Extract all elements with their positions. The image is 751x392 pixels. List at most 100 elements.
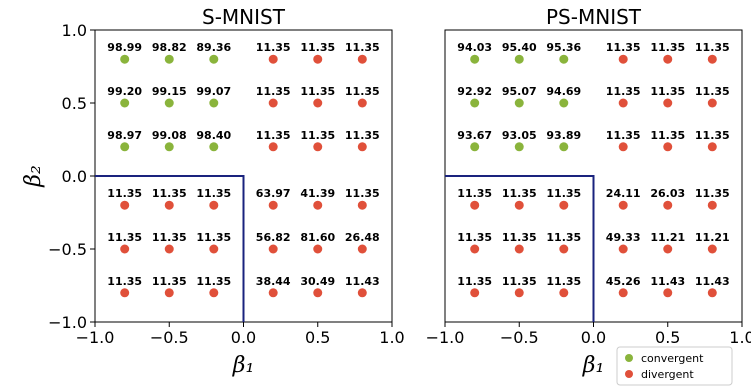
- data-point-divergent: [470, 244, 480, 254]
- legend-marker-divergent: [625, 370, 633, 378]
- x-axis-label: β₁: [582, 353, 605, 378]
- data-value-label: 11.21: [695, 231, 730, 244]
- data-point-divergent: [618, 244, 628, 254]
- data-point-divergent: [559, 244, 569, 254]
- data-point-divergent: [618, 200, 628, 210]
- data-point-divergent: [707, 244, 717, 254]
- data-point-convergent: [470, 54, 480, 64]
- data-value-label: 49.33: [606, 231, 641, 244]
- data-value-label: 26.03: [650, 187, 685, 200]
- data-point-divergent: [164, 288, 174, 298]
- data-point-divergent: [707, 54, 717, 64]
- data-point-divergent: [470, 288, 480, 298]
- data-point-divergent: [268, 142, 278, 152]
- y-axis-label: β₂: [21, 165, 46, 188]
- data-value-label: 98.82: [152, 41, 187, 54]
- x-tick-label: −0.5: [500, 328, 539, 347]
- data-point-divergent: [164, 244, 174, 254]
- data-value-label: 11.35: [300, 41, 335, 54]
- data-value-label: 11.35: [107, 187, 142, 200]
- data-value-label: 95.36: [546, 41, 581, 54]
- chart-panel-1: S-MNIST −1.0 −0.5 0.0 0.5 1.0 −1.0 −0.5 0.0 0.5 1.…: [21, 5, 405, 378]
- data-value-label: 11.35: [502, 187, 537, 200]
- data-value-label: 99.08: [152, 129, 187, 142]
- data-point-divergent: [618, 142, 628, 152]
- x-tick-label: −1.0: [426, 328, 465, 347]
- data-point-convergent: [514, 98, 524, 108]
- data-point-divergent: [357, 54, 367, 64]
- data-point-divergent: [120, 288, 130, 298]
- data-point-convergent: [514, 54, 524, 64]
- data-value-label: 11.35: [196, 231, 231, 244]
- data-value-label: 98.99: [107, 41, 142, 54]
- data-point-convergent: [120, 54, 130, 64]
- data-value-label: 11.35: [606, 41, 641, 54]
- data-value-label: 11.35: [300, 129, 335, 142]
- y-tick-label: −0.5: [48, 240, 87, 259]
- data-point-divergent: [663, 98, 673, 108]
- convergence-boundary-line: [445, 175, 595, 322]
- y-tick-label: 1.0: [62, 21, 87, 40]
- data-point-divergent: [209, 288, 219, 298]
- data-point-divergent: [313, 98, 323, 108]
- data-value-label: 11.35: [606, 129, 641, 142]
- data-value-label: 11.35: [152, 275, 187, 288]
- data-point-divergent: [313, 142, 323, 152]
- x-tick-label: 1.0: [729, 328, 751, 347]
- data-value-label: 11.35: [457, 231, 492, 244]
- data-value-label: 81.60: [300, 231, 335, 244]
- data-value-label: 94.03: [457, 41, 492, 54]
- data-point-divergent: [268, 288, 278, 298]
- data-point-convergent: [209, 54, 219, 64]
- data-point-divergent: [707, 288, 717, 298]
- data-point-divergent: [357, 98, 367, 108]
- data-point-divergent: [663, 288, 673, 298]
- data-point-convergent: [164, 142, 174, 152]
- data-point-divergent: [559, 200, 569, 210]
- data-value-label: 11.35: [196, 275, 231, 288]
- data-value-label: 11.35: [695, 129, 730, 142]
- legend-label-divergent: divergent: [641, 368, 694, 381]
- data-value-label: 11.35: [695, 41, 730, 54]
- data-value-label: 98.40: [196, 129, 231, 142]
- data-value-label: 11.35: [546, 187, 581, 200]
- data-point-divergent: [663, 142, 673, 152]
- data-point-divergent: [164, 200, 174, 210]
- data-point-divergent: [357, 142, 367, 152]
- data-point-convergent: [470, 142, 480, 152]
- data-point-divergent: [707, 98, 717, 108]
- data-point-divergent: [313, 200, 323, 210]
- data-value-label: 94.69: [546, 85, 581, 98]
- data-value-label: 11.35: [650, 129, 685, 142]
- data-point-convergent: [120, 98, 130, 108]
- data-point-convergent: [559, 54, 569, 64]
- data-value-label: 11.35: [546, 231, 581, 244]
- data-value-label: 93.89: [546, 129, 581, 142]
- data-value-label: 89.36: [196, 41, 231, 54]
- chart-title: S-MNIST: [202, 5, 286, 29]
- chart-panel-2: PS-MNIST −1.0 −0.5 0.0 0.5 1.0 β₁ 94.03 95.40 95.…: [426, 5, 751, 378]
- data-point-divergent: [209, 244, 219, 254]
- x-tick-label: 1.0: [379, 328, 404, 347]
- data-value-label: 11.35: [256, 85, 291, 98]
- data-point-divergent: [313, 244, 323, 254]
- data-value-label: 11.35: [107, 275, 142, 288]
- data-point-convergent: [209, 142, 219, 152]
- data-value-label: 11.43: [650, 275, 685, 288]
- data-point-convergent: [164, 98, 174, 108]
- data-value-label: 56.82: [256, 231, 291, 244]
- data-value-label: 95.07: [502, 85, 537, 98]
- data-point-divergent: [514, 288, 524, 298]
- data-point-divergent: [618, 98, 628, 108]
- data-point-divergent: [313, 54, 323, 64]
- data-value-label: 93.05: [502, 129, 537, 142]
- legend: convergent divergent: [616, 346, 733, 386]
- data-value-label: 24.11: [606, 187, 641, 200]
- data-point-divergent: [268, 54, 278, 64]
- data-point-divergent: [514, 244, 524, 254]
- data-point-convergent: [470, 98, 480, 108]
- y-tick-label: 0.5: [62, 94, 87, 113]
- data-point-convergent: [164, 54, 174, 64]
- data-point-divergent: [470, 200, 480, 210]
